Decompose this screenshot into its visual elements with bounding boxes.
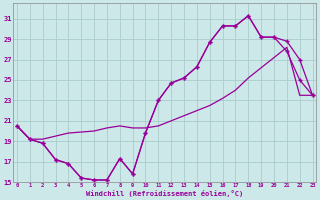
X-axis label: Windchill (Refroidissement éolien,°C): Windchill (Refroidissement éolien,°C) [86, 190, 244, 197]
